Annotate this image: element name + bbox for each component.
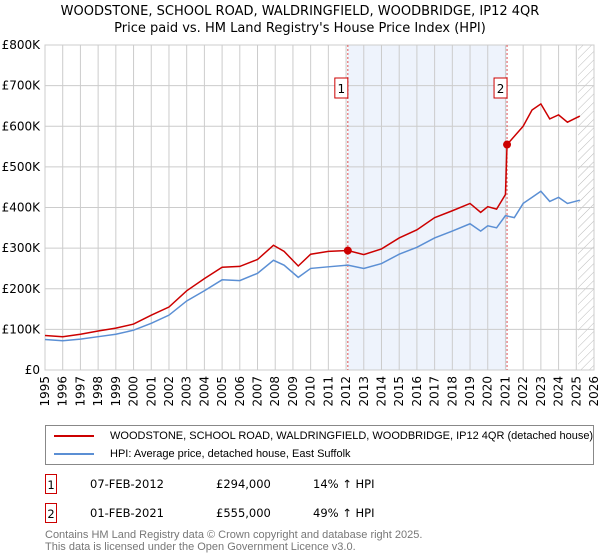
sale-label-box	[334, 77, 349, 99]
chart-subtitle: Price paid vs. HM Land Registry's House …	[114, 21, 486, 36]
sale-label: 1	[338, 82, 346, 96]
sale-date: 01-FEB-2021	[90, 506, 164, 520]
x-tick-label: 2009	[286, 376, 300, 407]
x-tick-label: 2020	[481, 376, 495, 407]
x-tick-label: 1999	[109, 376, 123, 407]
x-tick-label: 2005	[215, 376, 229, 407]
y-tick-label: £0	[25, 363, 40, 377]
x-tick-label: 2014	[374, 376, 388, 407]
hpi-line	[44, 190, 581, 342]
legend: WOODSTONE, SCHOOL ROAD, WALDRINGFIELD, W…	[45, 425, 594, 465]
legend-item-hpi: HPI: Average price, detached house, East…	[54, 448, 351, 460]
sale-marker-2: 2	[45, 503, 57, 523]
sale-hpi-change: 49% ↑ HPI	[313, 506, 375, 520]
x-tick-label: 2010	[304, 376, 318, 407]
x-tick-label: 2006	[233, 376, 247, 407]
x-tick-label: 2024	[552, 376, 566, 407]
x-tick-label: 2023	[534, 376, 548, 407]
x-tick-label: 1996	[56, 376, 70, 407]
y-tick-label: £300K	[2, 241, 42, 255]
x-tick-label: 2017	[428, 376, 442, 407]
x-tick-label: 2001	[144, 376, 158, 407]
y-tick-label: £500K	[2, 160, 42, 174]
x-tick-label: 1995	[38, 376, 52, 407]
x-tick-label: 2008	[268, 376, 282, 407]
sale-hpi-change: 14% ↑ HPI	[313, 477, 375, 491]
legend-swatch-property	[54, 435, 94, 437]
sale-point	[503, 140, 512, 149]
x-tick-label: 2026	[587, 376, 600, 407]
footer-licence: This data is licensed under the Open Gov…	[45, 541, 356, 553]
sale-date: 07-FEB-2012	[90, 477, 164, 491]
y-tick-label: £700K	[2, 79, 42, 93]
legend-label-hpi: HPI: Average price, detached house, East…	[110, 448, 351, 460]
x-tick-label: 2000	[127, 376, 141, 407]
legend-item-property: WOODSTONE, SCHOOL ROAD, WALDRINGFIELD, W…	[54, 430, 593, 442]
legend-swatch-hpi	[54, 453, 94, 455]
legend-label-property: WOODSTONE, SCHOOL ROAD, WALDRINGFIELD, W…	[110, 430, 594, 442]
price-chart: 1995 1996 1997 1998 1999 2000 2001 2002 2003 2004…	[2, 38, 600, 407]
x-tick-label: 2004	[197, 376, 211, 407]
y-tick-label: £100K	[2, 322, 42, 336]
x-tick-label: 2016	[410, 376, 424, 407]
sale-price: £555,000	[216, 506, 271, 520]
x-tick-label: 2012	[339, 376, 353, 407]
x-tick-label: 2021	[498, 376, 512, 407]
x-tick-label: 1997	[73, 376, 87, 407]
x-tick-label: 2013	[357, 376, 371, 407]
x-tick-label: 2011	[321, 376, 335, 407]
sale-marker-1: 1	[45, 474, 57, 494]
plot-frame	[44, 44, 595, 371]
sale-label-box	[493, 77, 508, 99]
x-tick-label: 2015	[392, 376, 406, 407]
x-tick-label: 2025	[569, 376, 583, 407]
sale-price: £294,000	[216, 477, 271, 491]
x-tick-label: 1998	[91, 376, 105, 407]
footer-copyright: Contains HM Land Registry data © Crown c…	[45, 529, 423, 541]
footer: Contains HM Land Registry data © Crown c…	[45, 529, 422, 553]
y-tick-label: £800K	[2, 38, 42, 52]
chart-title: WOODSTONE, SCHOOL ROAD, WALDRINGFIELD, W…	[60, 4, 540, 19]
sale-label: 2	[497, 82, 505, 96]
y-tick-label: £600K	[2, 119, 42, 133]
x-tick-label: 2007	[251, 376, 265, 407]
x-tick-label: 2018	[445, 376, 459, 407]
x-tick-label: 2003	[180, 376, 194, 407]
x-tick-label: 2019	[463, 376, 477, 407]
sale-point	[343, 246, 352, 255]
x-tick-label: 2022	[516, 376, 530, 407]
y-tick-label: £200K	[2, 282, 42, 296]
x-tick-label: 2002	[162, 376, 176, 407]
property-price-line	[44, 102, 581, 338]
y-tick-label: £400K	[2, 201, 42, 215]
